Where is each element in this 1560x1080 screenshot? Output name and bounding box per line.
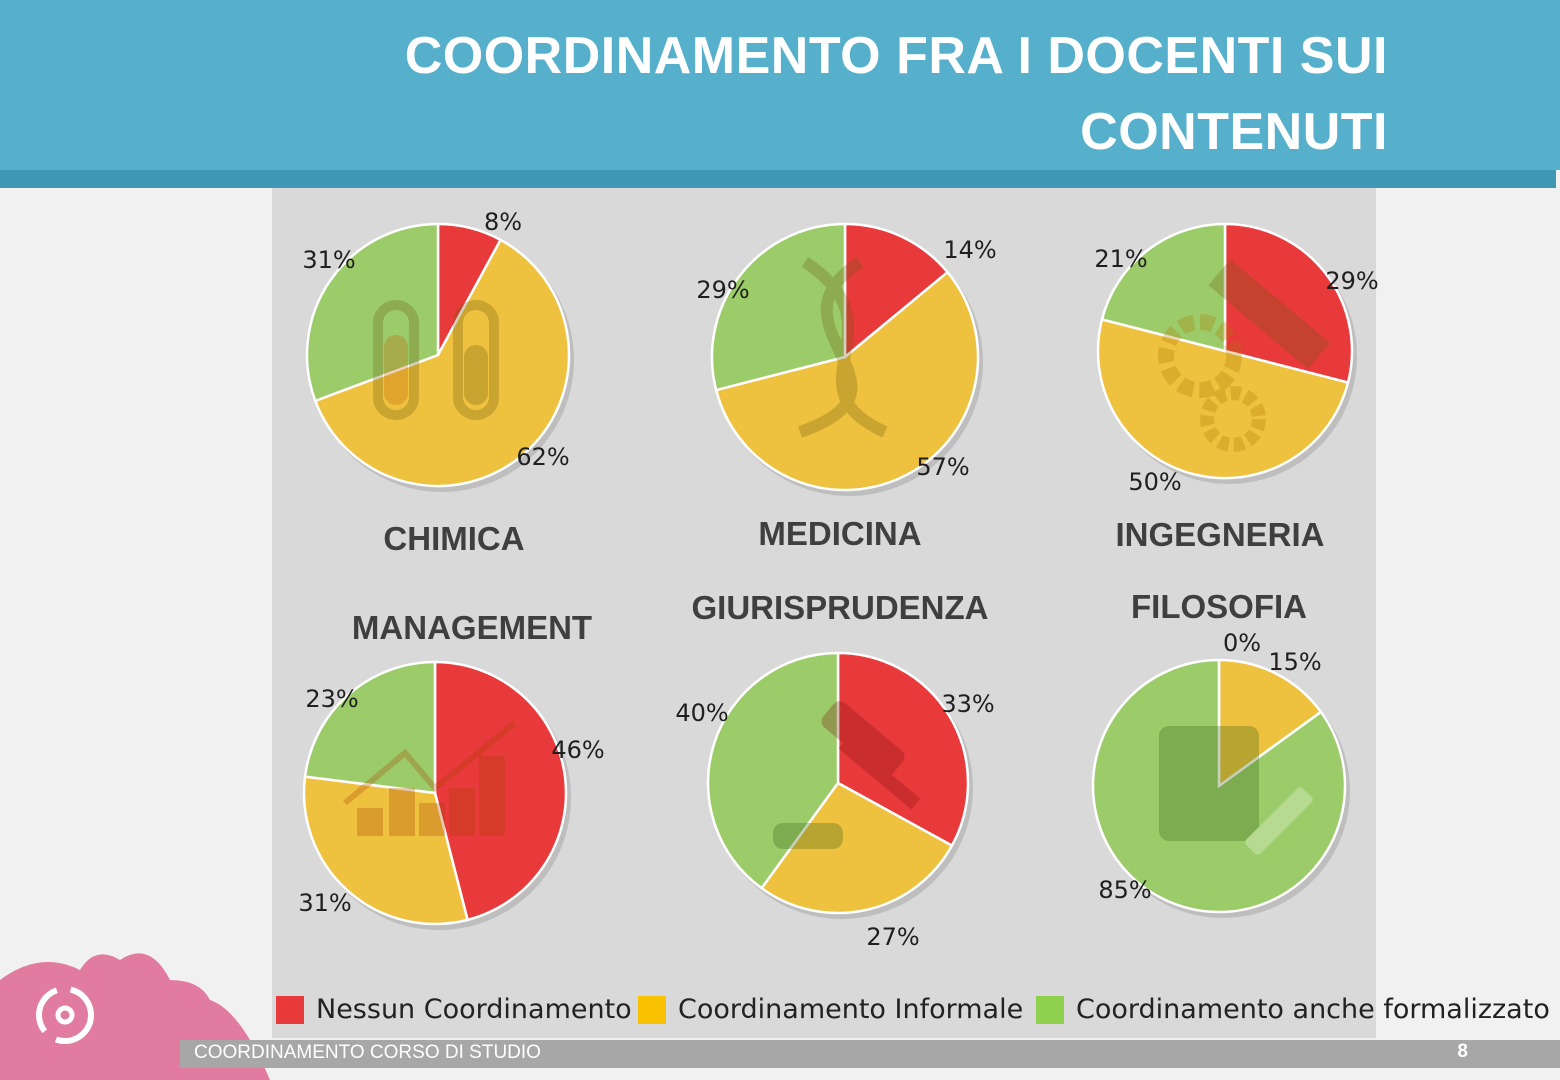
- chimica-value-label-red: 8%: [484, 208, 522, 236]
- medicina-value-label-green: 29%: [696, 276, 749, 304]
- footer-text: COORDINAMENTO CORSO DI STUDIO: [194, 1042, 541, 1063]
- gavel-icon: [773, 701, 921, 849]
- medicina-slice-green: [710, 222, 847, 392]
- test-tubes-icon: [373, 300, 499, 420]
- book-pencil-icon: [1159, 726, 1313, 855]
- page-title: COORDINAMENTO FRA I DOCENTI SUI CONTENUT…: [405, 18, 1388, 170]
- giurisprudenza-chart-title: GIURISPRUDENZA: [691, 589, 988, 626]
- growth-chart-icon: [343, 720, 517, 836]
- medicina-chart-title: MEDICINA: [758, 515, 921, 552]
- management-slice-red: [433, 660, 568, 922]
- page-number: 8: [1457, 1041, 1468, 1062]
- medicina-slice-red: [843, 222, 950, 360]
- legend-item-red: Nessun Coordinamento: [276, 994, 632, 1025]
- ingegneria-slice-red: [1223, 222, 1354, 385]
- ingegneria-value-label-yellow: 50%: [1128, 468, 1181, 496]
- ingegneria-slice-green: [1100, 222, 1227, 353]
- giurisprudenza-slice-green: [706, 651, 840, 890]
- filosofia-slice-green: [1091, 658, 1347, 914]
- legend-swatch-red: [276, 995, 304, 1024]
- management-slice-green: [303, 660, 437, 795]
- ingegneria-slice-yellow: [1096, 317, 1350, 480]
- legend-label-green: Coordinamento anche formalizzato: [1076, 994, 1550, 1025]
- management-value-label-red: 46%: [551, 736, 604, 764]
- legend-swatch-yellow: [638, 995, 666, 1024]
- filosofia-value-label-red: 0%: [1223, 629, 1261, 657]
- legend-item-green: Coordinamento anche formalizzato: [1036, 994, 1550, 1025]
- dna-icon: [798, 256, 888, 438]
- ingegneria-value-label-green: 21%: [1094, 245, 1147, 273]
- footer-bar: COORDINAMENTO CORSO DI STUDIO 8: [180, 1040, 1560, 1068]
- legend-label-red: Nessun Coordinamento: [316, 994, 632, 1025]
- chimica-value-label-yellow: 62%: [516, 443, 569, 471]
- chimica-chart-title: CHIMICA: [383, 520, 524, 557]
- management-value-label-green: 23%: [305, 685, 358, 713]
- medicina-value-label-red: 14%: [943, 236, 996, 264]
- management-slice-yellow: [302, 775, 470, 926]
- medicina-slice-yellow: [714, 270, 980, 492]
- page-title-line-2: CONTENUTI: [1080, 103, 1388, 161]
- giurisprudenza-slice-red: [836, 651, 970, 848]
- chimica-slice-green: [305, 222, 440, 403]
- legend-item-yellow: Coordinamento Informale: [638, 994, 1023, 1025]
- gears-ruler-icon: [1158, 259, 1330, 452]
- chimica-slice-yellow: [313, 238, 571, 488]
- giurisprudenza-value-label-green: 40%: [675, 699, 728, 727]
- giurisprudenza-slice-yellow: [759, 781, 954, 915]
- filosofia-chart-title: FILOSOFIA: [1131, 588, 1307, 625]
- legend-label-yellow: Coordinamento Informale: [678, 994, 1024, 1025]
- ingegneria-value-label-red: 29%: [1325, 267, 1378, 295]
- chimica-value-label-green: 31%: [302, 246, 355, 274]
- legend-swatch-green: [1036, 995, 1064, 1024]
- medicina-value-label-yellow: 57%: [916, 453, 969, 481]
- management-value-label-yellow: 31%: [298, 889, 351, 917]
- giurisprudenza-value-label-yellow: 27%: [866, 923, 919, 951]
- ingegneria-chart-title: INGEGNERIA: [1115, 516, 1324, 553]
- page-title-line-1: COORDINAMENTO FRA I DOCENTI SUI: [404, 27, 1388, 85]
- header-bar: [0, 0, 1560, 170]
- filosofia-value-label-yellow: 15%: [1268, 648, 1321, 676]
- giurisprudenza-value-label-red: 33%: [941, 690, 994, 718]
- header-strip: [0, 170, 1556, 188]
- filosofia-value-label-green: 85%: [1098, 876, 1151, 904]
- filosofia-slice-yellow: [1217, 658, 1323, 789]
- management-chart-title: MANAGEMENT: [352, 609, 592, 646]
